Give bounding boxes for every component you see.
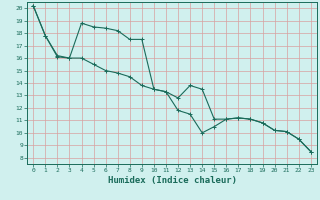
X-axis label: Humidex (Indice chaleur): Humidex (Indice chaleur)	[108, 176, 236, 185]
